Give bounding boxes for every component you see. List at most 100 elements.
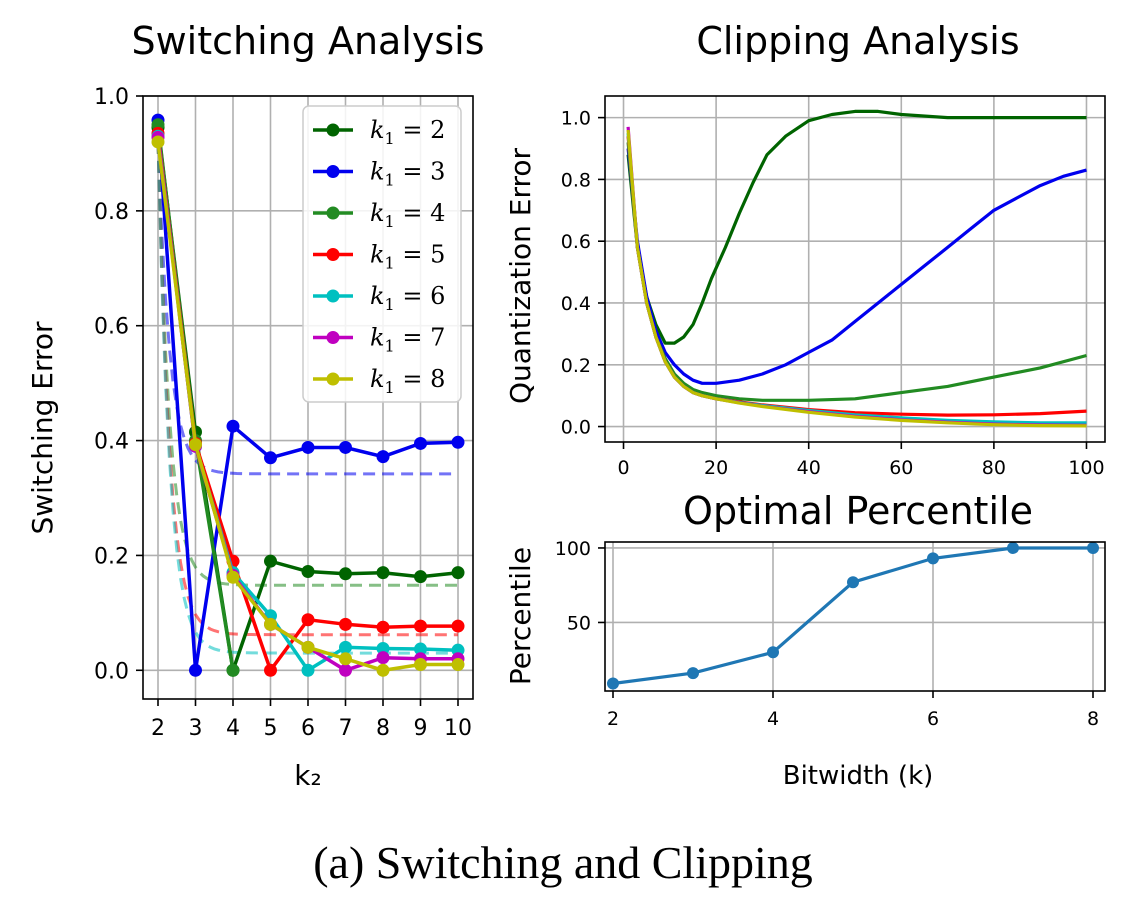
clipping-ylabel: Quantization Error — [504, 147, 537, 404]
y-tick-label: 100 — [555, 538, 591, 560]
clipping-ticks: 0 20 40 60 80 100 0.0 0.2 0.4 0.6 0.8 1.0 — [561, 108, 1105, 479]
legend-label: k1 = 4 — [370, 199, 445, 231]
series-point — [339, 640, 352, 654]
x-tick-label: 4 — [767, 708, 779, 730]
clipping-series — [626, 109, 1087, 428]
legend-marker — [326, 372, 340, 386]
series-point — [376, 663, 390, 677]
series-point — [376, 620, 390, 634]
series-point — [376, 651, 390, 665]
switching-legend: k1 = 2 k1 = 3 k1 = 4 k1 = 5 k1 = 6 k1 = 7 k1 =… — [302, 105, 462, 403]
x-tick-label: 6 — [927, 708, 939, 730]
figure-caption: (a) Switching and Clipping — [313, 837, 813, 888]
series-point — [376, 641, 390, 655]
switching-axes-frame — [142, 95, 474, 700]
legend-label: k1 = 7 — [370, 324, 445, 356]
series-point — [264, 663, 277, 677]
legend-marker — [326, 165, 340, 178]
y-tick-label: 0.2 — [94, 544, 129, 569]
legend-label: k1 = 2 — [370, 116, 445, 148]
percentile-title: Optimal Percentile — [683, 489, 1033, 533]
clipping-title: Clipping Analysis — [696, 19, 1019, 63]
clipping-series-line — [626, 132, 1087, 425]
x-tick-label: 10 — [444, 716, 472, 741]
legend-label: k1 = 6 — [370, 282, 445, 314]
x-tick-label: 5 — [264, 716, 278, 741]
legend-label: k1 = 8 — [370, 365, 445, 397]
series-point — [264, 451, 277, 465]
percentile-point — [687, 667, 699, 680]
switching-ticks: 2 3 4 5 6 7 8 9 10 0.0 0.2 0.4 0.6 0.8 1.0 — [94, 85, 472, 741]
switching-series — [151, 113, 465, 677]
legend-box — [302, 105, 462, 403]
series-point — [301, 565, 315, 579]
series-point — [339, 652, 352, 666]
series-point — [339, 440, 352, 454]
legend-marker — [326, 289, 340, 303]
percentile-grid — [605, 542, 1105, 691]
y-tick-label: 0.6 — [94, 315, 129, 340]
y-tick-label: 1.0 — [94, 85, 129, 110]
series-point — [451, 566, 465, 580]
series-point — [226, 663, 240, 677]
legend-marker — [326, 331, 340, 344]
series-point — [226, 570, 240, 584]
series-point — [189, 663, 202, 677]
percentile-point — [927, 552, 939, 565]
series-point — [451, 619, 465, 633]
series-point — [226, 419, 240, 433]
series-point — [451, 658, 465, 672]
clipping-series-line — [626, 148, 1087, 385]
series-point — [414, 658, 427, 672]
series-point — [264, 617, 277, 631]
x-tick-label: 2 — [151, 716, 165, 741]
asymptote-dashed-line — [156, 141, 458, 476]
series-point — [189, 438, 202, 452]
clipping-series-line — [626, 142, 1087, 402]
y-tick-label: 0.0 — [94, 659, 129, 684]
percentile-series — [607, 541, 1099, 690]
series-point — [301, 640, 315, 654]
x-tick-label: 7 — [339, 716, 353, 741]
x-tick-label: 40 — [797, 457, 821, 479]
y-tick-label: 1.0 — [561, 108, 591, 130]
switching-xlabel: k₂ — [294, 759, 321, 792]
series-point — [264, 554, 277, 568]
series-point — [339, 663, 352, 677]
series-point — [376, 566, 390, 580]
legend-label: k1 = 5 — [370, 241, 445, 273]
legend-marker — [326, 248, 340, 261]
percentile-point — [847, 576, 859, 589]
clipping-analysis-chart: Clipping Analysis 0 20 40 60 80 1000.00.20.40… — [504, 19, 1106, 479]
series-point — [414, 619, 427, 633]
percentile-xlabel: Bitwidth (k) — [783, 761, 934, 791]
percentile-point — [607, 677, 619, 690]
series-point — [301, 440, 315, 454]
percentile-point — [1007, 541, 1019, 554]
switching-title: Switching Analysis — [131, 19, 484, 63]
series-point — [451, 435, 465, 449]
percentile-axes-frame — [604, 541, 1106, 692]
percentile-point — [1087, 541, 1099, 554]
legend-marker — [326, 206, 340, 220]
series-point — [339, 617, 352, 631]
y-tick-label: 0.6 — [561, 231, 591, 253]
switching-ylabel: Switching Error — [26, 321, 59, 535]
x-tick-label: 4 — [226, 716, 240, 741]
y-tick-label: 0.0 — [561, 417, 591, 439]
percentile-ylabel: Percentile — [504, 547, 537, 685]
asymptote-dashed-line — [156, 141, 458, 637]
y-tick-label: 0.4 — [94, 430, 129, 455]
y-tick-label: 0.8 — [561, 169, 591, 191]
series-point — [301, 613, 315, 627]
x-tick-label: 20 — [704, 457, 728, 479]
series-point — [151, 135, 165, 149]
x-tick-label: 3 — [189, 716, 203, 741]
x-tick-label: 8 — [1087, 708, 1099, 730]
x-tick-label: 100 — [1068, 457, 1104, 479]
series-point — [301, 663, 315, 677]
clipping-grid — [605, 96, 1105, 442]
series-point — [376, 450, 390, 464]
percentile-series-line — [612, 546, 1093, 686]
